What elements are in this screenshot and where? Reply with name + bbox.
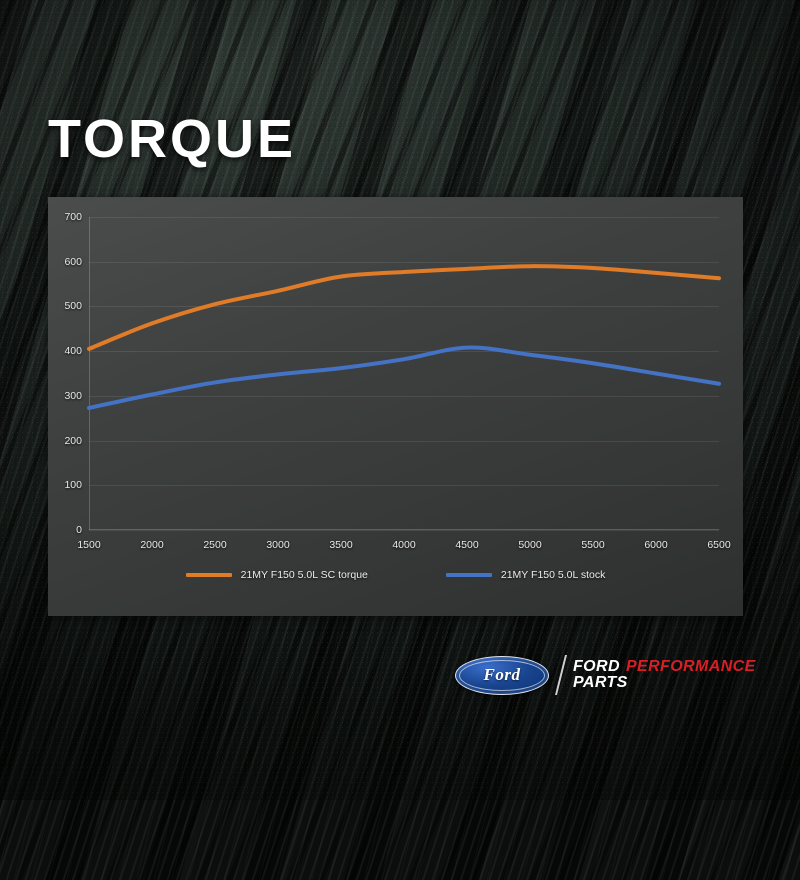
x-tick-label: 6500: [707, 539, 731, 551]
y-tick-label: 600: [64, 255, 82, 268]
legend-item[interactable]: 21MY F150 5.0L stock: [445, 569, 606, 581]
gridline: [89, 351, 719, 353]
performance-parts-wordmark: FORD PERFORMANCE PARTS: [573, 657, 756, 692]
performance-line-1: FORD PERFORMANCE: [573, 657, 756, 675]
plot-area: 700 600 500 400 300 200 100 0 1500 2000 2500 3000 3…: [64, 211, 730, 551]
series-line: [89, 266, 719, 349]
y-tick-label: 700: [64, 211, 82, 223]
gridline: [89, 217, 719, 218]
y-tick-label: 100: [64, 479, 82, 492]
y-tick-label: 200: [64, 434, 82, 447]
chart-legend: 21MY F150 5.0L SC torque 21MY F150 5.0L s…: [48, 569, 743, 581]
y-tick-label: 400: [64, 345, 82, 358]
ford-oval-inner-ring: [459, 659, 545, 691]
page-title: TORQUE: [48, 109, 297, 169]
ford-performance-parts-logo: Ford FORD PERFORMANCE PARTS: [455, 655, 756, 695]
ford-oval-icon: Ford: [455, 655, 549, 695]
gridline: [89, 485, 719, 487]
x-axis-line: [89, 529, 719, 530]
x-tick-label: 5000: [518, 539, 542, 551]
gridline: [89, 530, 719, 531]
y-tick-label: 0: [76, 524, 82, 536]
x-tick-label: 3000: [266, 539, 290, 551]
x-tick-label: 4000: [392, 539, 416, 551]
y-tick-label: 500: [64, 300, 82, 313]
x-tick-label: 2500: [203, 539, 227, 551]
x-tick-label: 3500: [329, 539, 353, 551]
legend-item[interactable]: 21MY F150 5.0L SC torque: [185, 569, 368, 581]
series-lines: [89, 217, 719, 530]
performance-line-2: PARTS: [573, 674, 756, 691]
x-tick-label: 4500: [455, 539, 479, 551]
gridline: [89, 306, 719, 308]
gridline: [89, 395, 719, 397]
y-axis-line: [89, 217, 90, 530]
fpp-parts-text: PARTS: [573, 674, 628, 691]
ford-wordmark: Ford: [483, 665, 521, 684]
legend-label: 21MY F150 5.0L SC torque: [240, 569, 368, 581]
fpp-performance-text: PERFORMANCE: [625, 657, 756, 675]
legend-color-swatch: [185, 573, 232, 577]
legend-label: 21MY F150 5.0L stock: [500, 569, 606, 581]
series-line: [89, 347, 719, 407]
gridline: [89, 440, 719, 442]
gridline: [89, 261, 719, 263]
logo-divider: [555, 655, 567, 695]
x-tick-label: 6000: [644, 539, 668, 551]
legend-color-swatch: [445, 573, 492, 577]
x-tick-label: 5500: [581, 539, 605, 551]
fpp-ford-text: FORD: [573, 657, 620, 675]
x-tick-label: 2000: [140, 539, 164, 551]
chart-panel: 700 600 500 400 300 200 100 0 1500 2000 2500 3000 3…: [48, 197, 743, 616]
y-tick-label: 300: [64, 389, 82, 402]
x-tick-label: 1500: [77, 539, 101, 551]
